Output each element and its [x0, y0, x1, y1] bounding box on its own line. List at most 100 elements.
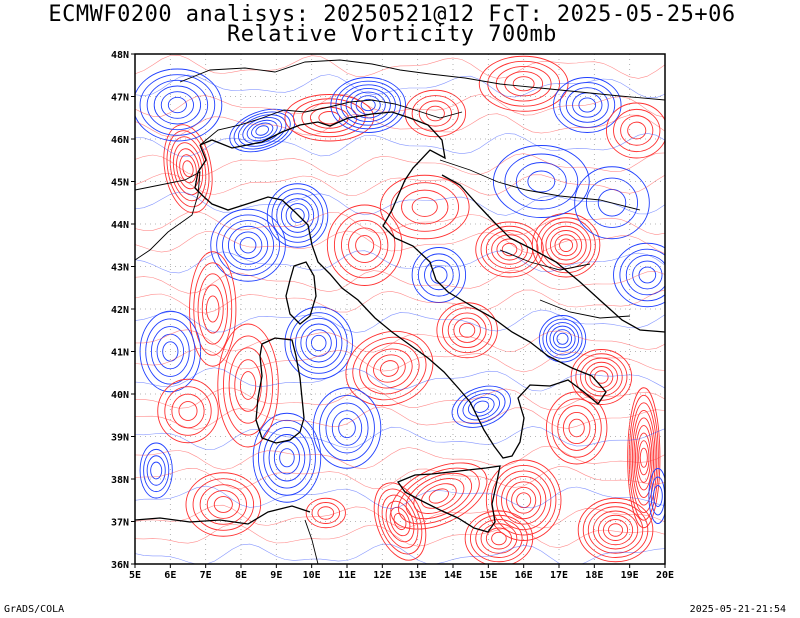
x-tick-label: 11E	[338, 570, 356, 581]
lat-lon-grid	[135, 54, 665, 564]
contour-line	[135, 191, 665, 216]
contour-line	[266, 183, 329, 248]
positive-vorticity-contour	[485, 459, 562, 541]
contour-line	[390, 182, 459, 232]
contour-line	[380, 360, 399, 377]
contour-line	[333, 212, 396, 279]
corsica-coast	[285, 261, 317, 325]
contour-line	[594, 370, 609, 384]
x-tick-label: 9E	[270, 570, 282, 581]
contour-line	[557, 405, 597, 451]
contour-line	[206, 295, 220, 323]
contour-line	[135, 211, 665, 236]
contour-line	[305, 497, 346, 529]
contour-line	[216, 214, 280, 277]
contour-line	[255, 125, 269, 136]
contour-line	[319, 394, 375, 462]
positive-vorticity-contour	[284, 94, 375, 142]
national-borders	[135, 59, 665, 564]
contour-line	[597, 514, 634, 546]
contour-line	[390, 462, 488, 530]
negative-vorticity-contour	[229, 108, 296, 153]
y-tick-label: 48N	[111, 50, 129, 61]
contour-line	[373, 354, 406, 383]
contour-line	[326, 204, 403, 286]
balkan-coast	[441, 174, 665, 333]
positive-vorticity-contour	[157, 378, 219, 444]
balkan-borders	[439, 159, 641, 319]
contour-line	[139, 442, 173, 499]
contour-line	[239, 371, 257, 400]
contour-line	[577, 497, 654, 563]
contour-line	[153, 85, 202, 125]
footer-credit: GrADS/COLA	[4, 604, 65, 615]
contour-line	[467, 396, 495, 417]
y-tick-label: 36N	[111, 560, 129, 571]
north-border	[179, 59, 665, 101]
contour-line	[627, 387, 661, 529]
contour-line	[639, 447, 648, 468]
contour-line	[504, 71, 544, 97]
contour-line	[398, 467, 480, 525]
contour-line	[355, 95, 381, 115]
y-tick-label: 45N	[111, 178, 129, 189]
contour-line	[491, 531, 507, 546]
positive-vorticity-contour	[379, 174, 470, 240]
negative-vorticity-contour	[284, 306, 353, 380]
contour-line	[480, 523, 518, 554]
positive-vorticity-contour	[185, 472, 262, 537]
contour-line	[638, 440, 650, 476]
contour-line	[559, 82, 616, 128]
contour-line	[457, 389, 506, 425]
contour-line	[135, 367, 665, 392]
contour-line	[632, 260, 663, 290]
contour-line	[284, 306, 353, 380]
x-tick-label: 12E	[373, 570, 391, 581]
contour-line	[350, 91, 386, 119]
contour-line	[619, 248, 665, 302]
contour-line	[192, 478, 255, 531]
x-tick-label: 18E	[585, 570, 603, 581]
contour-line	[300, 323, 338, 363]
contour-line	[169, 136, 207, 202]
contour-line	[330, 77, 406, 133]
contour-line	[273, 441, 300, 475]
contour-line	[305, 329, 332, 357]
contour-line	[625, 254, 665, 296]
contour-line	[430, 266, 448, 284]
contour-line	[648, 468, 665, 524]
footer-timestamp: 2025-05-21-21:54	[689, 604, 786, 615]
contour-line	[355, 235, 375, 256]
axis-ticks: 5E 6E 7E 8E 9E 10E 11E 12E 13E 14E 15E 16E 17E 18E 19E…	[111, 50, 674, 581]
contour-line	[545, 225, 587, 265]
contour-line	[312, 387, 382, 469]
contour-line	[135, 329, 665, 353]
contour-line	[268, 434, 306, 482]
contour-line	[613, 108, 661, 153]
contour-line	[150, 326, 190, 377]
contour-line	[157, 378, 219, 444]
contour-line	[325, 402, 369, 454]
contour-line	[279, 448, 295, 468]
contour-line	[210, 208, 286, 282]
negative-vorticity-contour	[135, 68, 223, 142]
contour-line	[453, 317, 481, 343]
contour-line	[135, 465, 665, 490]
contour-line	[340, 84, 396, 126]
contour-line	[318, 111, 341, 125]
x-tick-label: 17E	[550, 570, 568, 581]
y-tick-label: 38N	[111, 475, 129, 486]
positive-vorticity-contour	[189, 251, 237, 367]
contour-line	[635, 425, 653, 491]
contour-line	[545, 391, 608, 465]
y-tick-label: 40N	[111, 390, 129, 401]
contour-line	[227, 225, 269, 265]
contour-line	[608, 523, 624, 537]
north-africa-coast	[135, 505, 311, 525]
contour-line	[135, 348, 665, 373]
contour-line	[469, 514, 528, 563]
contour-line	[276, 193, 319, 238]
contour-line	[178, 401, 198, 421]
contour-line	[234, 359, 262, 412]
